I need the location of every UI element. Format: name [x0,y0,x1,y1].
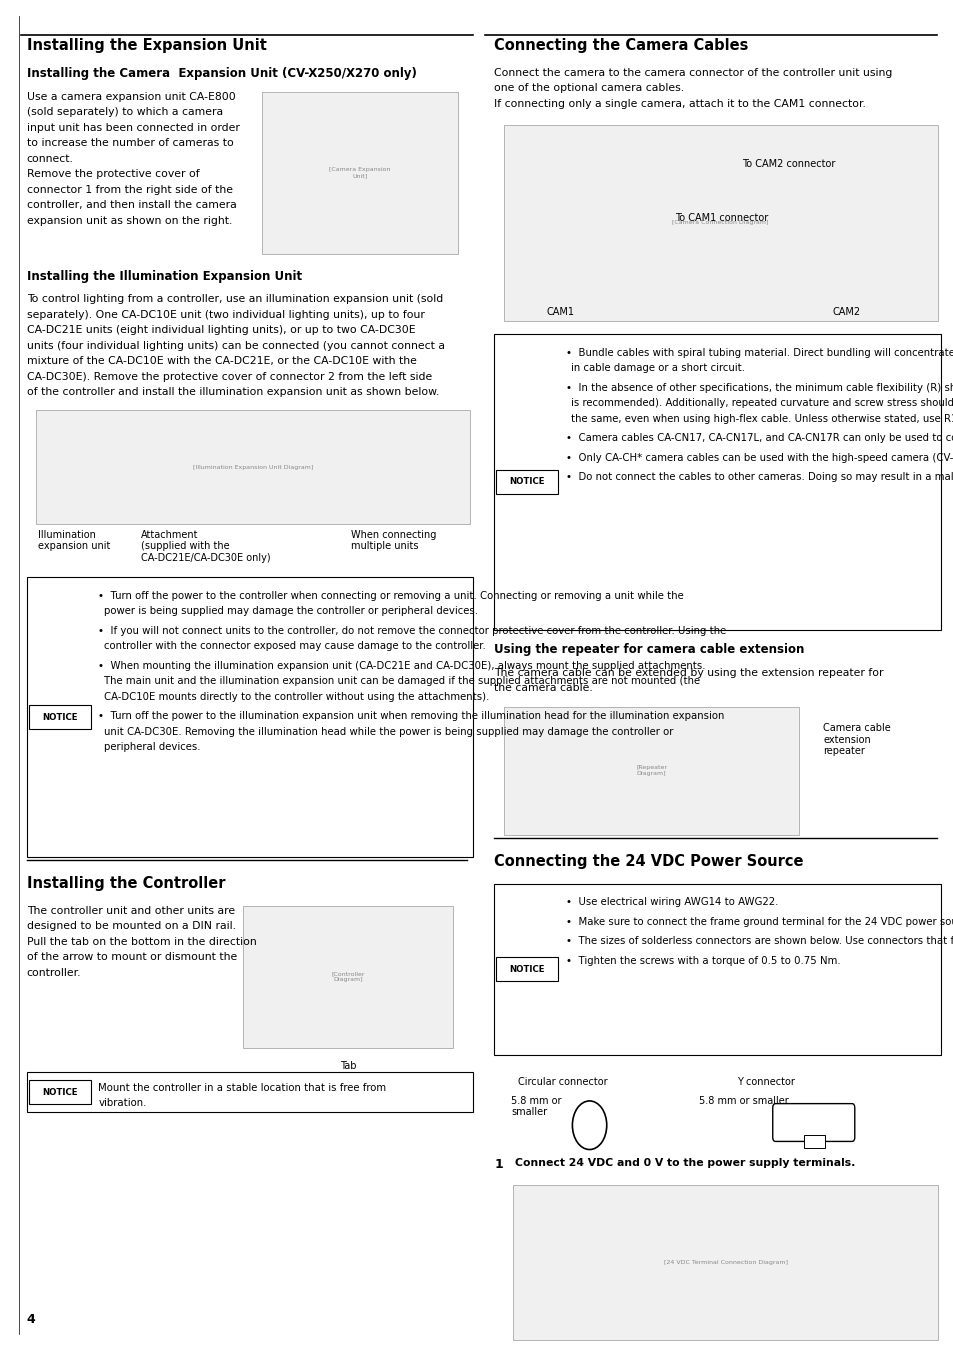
Text: The controller unit and other units are: The controller unit and other units are [27,906,234,915]
Text: 1: 1 [494,1157,502,1170]
Text: connect.: connect. [27,154,73,163]
Text: [24 VDC Terminal Connection Diagram]: [24 VDC Terminal Connection Diagram] [663,1260,786,1265]
Bar [243,906,453,1048]
Text: the camera cable.: the camera cable. [494,683,593,693]
Text: connector 1 from the right side of the: connector 1 from the right side of the [27,185,233,194]
Text: To control lighting from a controller, use an illumination expansion unit (sold: To control lighting from a controller, u… [27,294,442,304]
Text: To CAM1 connector: To CAM1 connector [675,213,768,223]
Text: NOTICE: NOTICE [509,965,544,973]
Text: controller.: controller. [27,968,81,977]
Text: vibration.: vibration. [98,1098,147,1108]
Bar [29,705,91,729]
Text: •  If you will not connect units to the controller, do not remove the connector : • If you will not connect units to the c… [98,625,726,636]
Bar [496,957,558,981]
Text: [Repeater
Diagram]: [Repeater Diagram] [636,765,666,776]
Bar [803,1134,824,1148]
Text: is recommended). Additionally, repeated curvature and screw stress should be avo: is recommended). Additionally, repeated … [571,398,953,408]
Bar [27,1072,473,1112]
Text: If connecting only a single camera, attach it to the CAM1 connector.: If connecting only a single camera, atta… [494,99,865,108]
Text: Installing the Expansion Unit: Installing the Expansion Unit [27,38,266,53]
Text: [Illumination Expansion Unit Diagram]: [Illumination Expansion Unit Diagram] [193,464,314,470]
Text: Mount the controller in a stable location that is free from: Mount the controller in a stable locatio… [98,1083,386,1092]
Text: CA-DC30E). Remove the protective cover of connector 2 from the left side: CA-DC30E). Remove the protective cover o… [27,371,432,382]
Bar [29,1080,91,1104]
Text: controller with the connector exposed may cause damage to the controller.: controller with the connector exposed ma… [104,641,485,651]
Text: Tab: Tab [339,1061,356,1071]
Text: Using the repeater for camera cable extension: Using the repeater for camera cable exte… [494,643,803,656]
Text: 5.8 mm or
smaller: 5.8 mm or smaller [511,1096,561,1118]
Text: the same, even when using high-flex cable. Unless otherwise stated, use R100 or : the same, even when using high-flex cabl… [571,413,953,424]
Text: •  When mounting the illumination expansion unit (CA-DC21E and CA-DC30E), always: • When mounting the illumination expansi… [98,660,705,671]
Text: Camera cable
extension
repeater: Camera cable extension repeater [822,724,890,756]
Text: •  In the absence of other specifications, the minimum cable flexibility (R) sho: • In the absence of other specifications… [565,382,953,393]
Text: in cable damage or a short circuit.: in cable damage or a short circuit. [571,363,744,373]
Text: •  Do not connect the cables to other cameras. Doing so may result in a malfunct: • Do not connect the cables to other cam… [565,472,953,482]
Text: (sold separately) to which a camera: (sold separately) to which a camera [27,108,223,117]
Text: Circular connector: Circular connector [517,1077,607,1087]
Text: Pull the tab on the bottom in the direction: Pull the tab on the bottom in the direct… [27,937,256,946]
Text: to increase the number of cameras to: to increase the number of cameras to [27,139,233,148]
Text: Connect the camera to the camera connector of the controller unit using: Connect the camera to the camera connect… [494,68,892,77]
Text: Remove the protective cover of: Remove the protective cover of [27,169,199,180]
Bar [503,126,937,321]
Text: The main unit and the illumination expansion unit can be damaged if the supplied: The main unit and the illumination expan… [104,676,700,686]
Text: •  Turn off the power to the illumination expansion unit when removing the illum: • Turn off the power to the illumination… [98,711,724,721]
Text: [Camera Expansion
Unit]: [Camera Expansion Unit] [329,167,391,178]
Text: When connecting
multiple units: When connecting multiple units [351,529,436,551]
Text: of the arrow to mount or dismount the: of the arrow to mount or dismount the [27,952,236,963]
Text: one of the optional camera cables.: one of the optional camera cables. [494,84,683,93]
Text: unit CA-DC30E. Removing the illumination head while the power is being supplied : unit CA-DC30E. Removing the illumination… [104,726,673,737]
Text: power is being supplied may damage the controller or peripheral devices.: power is being supplied may damage the c… [104,606,477,616]
Text: •  Bundle cables with spiral tubing material. Direct bundling will concentrate t: • Bundle cables with spiral tubing mater… [565,347,953,358]
Bar [36,409,470,524]
Text: Y connector: Y connector [737,1077,795,1087]
Text: [Controller
Diagram]: [Controller Diagram] [331,971,365,981]
Text: To CAM2 connector: To CAM2 connector [741,159,835,169]
Text: Connecting the 24 VDC Power Source: Connecting the 24 VDC Power Source [494,853,802,869]
Text: •  Make sure to connect the frame ground terminal for the 24 VDC power source to: • Make sure to connect the frame ground … [565,917,953,926]
Text: NOTICE: NOTICE [509,478,544,486]
Text: designed to be mounted on a DIN rail.: designed to be mounted on a DIN rail. [27,921,235,931]
Text: units (four individual lighting units) can be connected (you cannot connect a: units (four individual lighting units) c… [27,340,444,351]
Text: •  Turn off the power to the controller when connecting or removing a unit. Conn: • Turn off the power to the controller w… [98,590,683,601]
Text: of the controller and install the illumination expansion unit as shown below.: of the controller and install the illumi… [27,387,438,397]
Text: Connect 24 VDC and 0 V to the power supply terminals.: Connect 24 VDC and 0 V to the power supp… [515,1157,855,1168]
Text: •  The sizes of solderless connectors are shown below. Use connectors that fit M: • The sizes of solderless connectors are… [565,937,953,946]
Text: •  Tighten the screws with a torque of 0.5 to 0.75 Nm.: • Tighten the screws with a torque of 0.… [565,956,840,965]
Text: controller, and then install the camera: controller, and then install the camera [27,200,236,211]
Text: Installing the Controller: Installing the Controller [27,876,225,891]
Text: expansion unit as shown on the right.: expansion unit as shown on the right. [27,216,232,225]
Text: Installing the Camera  Expansion Unit (CV-X250/X270 only): Installing the Camera Expansion Unit (CV… [27,68,416,81]
Text: [Camera Connection Diagram]: [Camera Connection Diagram] [672,220,768,225]
Text: •  Use electrical wiring AWG14 to AWG22.: • Use electrical wiring AWG14 to AWG22. [565,898,778,907]
Text: 4: 4 [27,1312,35,1326]
Text: NOTICE: NOTICE [42,713,77,722]
Bar [494,333,940,629]
Text: peripheral devices.: peripheral devices. [104,743,200,752]
Text: Connecting the Camera Cables: Connecting the Camera Cables [494,38,748,53]
Text: The camera cable can be extended by using the extension repeater for: The camera cable can be extended by usin… [494,667,882,678]
Bar [513,1185,937,1339]
Text: NOTICE: NOTICE [42,1088,77,1096]
Text: •  Only CA-CH* camera cables can be used with the high-speed camera (CV-H**** se: • Only CA-CH* camera cables can be used … [565,452,953,463]
Text: Illumination
expansion unit: Illumination expansion unit [38,529,111,551]
Text: Use a camera expansion unit CA-E800: Use a camera expansion unit CA-E800 [27,92,235,101]
Text: CA-DC21E units (eight individual lighting units), or up to two CA-DC30E: CA-DC21E units (eight individual lightin… [27,325,415,335]
Text: Installing the Illumination Expansion Unit: Installing the Illumination Expansion Un… [27,270,301,284]
Text: CA-DC10E mounts directly to the controller without using the attachments).: CA-DC10E mounts directly to the controll… [104,691,489,702]
Text: mixture of the CA-DC10E with the CA-DC21E, or the CA-DC10E with the: mixture of the CA-DC10E with the CA-DC21… [27,356,416,366]
Bar [27,576,473,857]
Text: CAM2: CAM2 [832,308,860,317]
Text: 5.8 mm or smaller: 5.8 mm or smaller [699,1096,788,1106]
Text: •  Camera cables CA-CN17, CA-CN17L, and CA-CN17R can only be used to connect the: • Camera cables CA-CN17, CA-CN17L, and C… [565,433,953,443]
Text: Attachment
(supplied with the
CA-DC21E/CA-DC30E only): Attachment (supplied with the CA-DC21E/C… [141,529,271,563]
Bar [503,707,799,834]
Text: separately). One CA-DC10E unit (two individual lighting units), up to four: separately). One CA-DC10E unit (two indi… [27,310,424,320]
Bar [494,884,940,1056]
Bar [262,92,457,254]
Text: CAM1: CAM1 [546,308,574,317]
Bar [496,470,558,494]
Text: input unit has been connected in order: input unit has been connected in order [27,123,239,132]
